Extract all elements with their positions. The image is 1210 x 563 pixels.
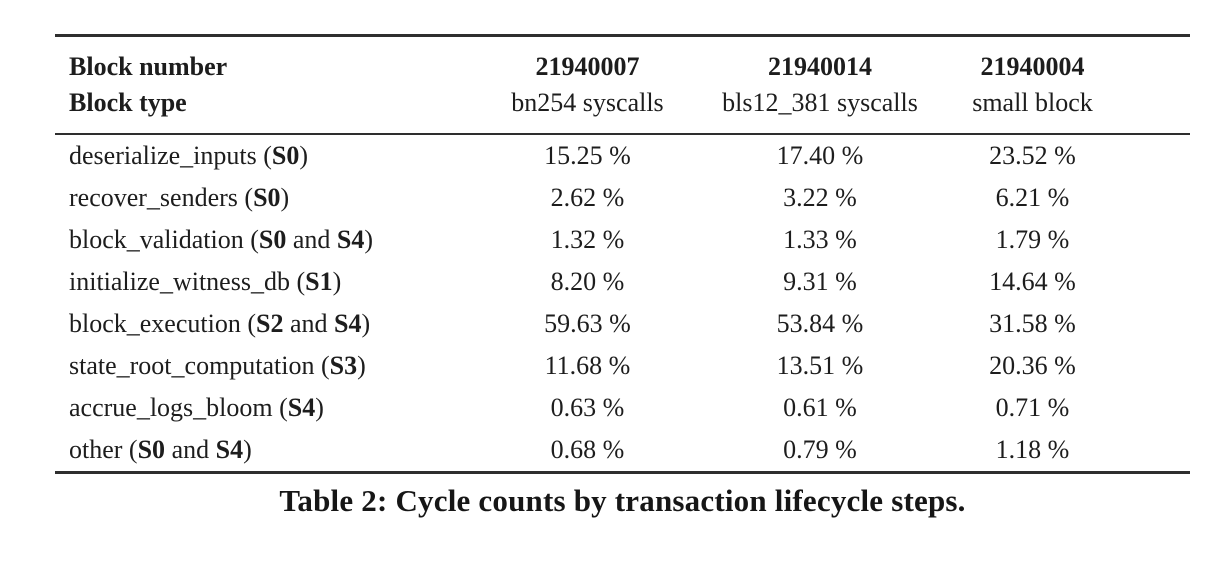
header-col-2: 21940014 bls12_381 syscalls xyxy=(695,36,945,135)
block-number-1: 21940007 xyxy=(535,52,640,81)
table-row: state_root_computation (S3) 11.68 % 13.51 … xyxy=(55,345,1190,387)
table-body: deserialize_inputs (S0) 15.25 % 17.40 % 23.… xyxy=(55,134,1190,473)
cycle-counts-table: Block number Block type 21940007 bn254 s… xyxy=(55,34,1190,474)
cell-percentage: 14.64 % xyxy=(989,267,1076,296)
header-block-type-label: Block type xyxy=(69,88,187,117)
block-number-2: 21940014 xyxy=(768,52,872,81)
cell-percentage: 1.32 % xyxy=(550,225,625,254)
block-type-1: bn254 syscalls xyxy=(511,88,664,117)
table-header: Block number Block type 21940007 bn254 s… xyxy=(55,36,1190,135)
table-caption: Table 2: Cycle counts by transaction lif… xyxy=(279,483,966,518)
cell-percentage: 0.61 % xyxy=(783,393,857,422)
cell-percentage: 0.68 % xyxy=(550,435,625,464)
row-step-label: accrue_logs_bloom (S4) xyxy=(69,393,324,422)
row-step-label: recover_senders (S0) xyxy=(69,183,290,212)
cell-percentage: 17.40 % xyxy=(776,141,864,170)
header-row-labels: Block number Block type xyxy=(55,36,480,135)
row-step-label: block_execution (S2 and S4) xyxy=(69,309,371,338)
table-row: initialize_witness_db (S1) 8.20 % 9.31 % 14… xyxy=(55,261,1190,303)
cell-percentage: 59.63 % xyxy=(544,309,631,338)
table-row: block_execution (S2 and S4) 59.63 % 53.84 … xyxy=(55,303,1190,345)
block-type-2: bls12_381 syscalls xyxy=(722,88,918,117)
cell-percentage: 2.62 % xyxy=(550,183,625,212)
cell-percentage: 1.33 % xyxy=(783,225,857,254)
cell-percentage: 3.22 % xyxy=(783,183,857,212)
table-row: accrue_logs_bloom (S4) 0.63 % 0.61 % 0.71 % xyxy=(55,387,1190,429)
cell-percentage: 23.52 % xyxy=(989,141,1076,170)
cell-percentage: 0.79 % xyxy=(783,435,857,464)
table-row: block_validation (S0 and S4) 1.32 % 1.33 %… xyxy=(55,219,1190,261)
header-col-1: 21940007 bn254 syscalls xyxy=(480,36,695,135)
cell-percentage: 31.58 % xyxy=(989,309,1076,338)
document-page: Block number Block type 21940007 bn254 s… xyxy=(0,34,1210,563)
header-col-3: 21940004 small block xyxy=(945,36,1190,135)
table-row: other (S0 and S4) 0.68 % 0.79 % 1.18 % xyxy=(55,429,1190,473)
cell-percentage: 15.25 % xyxy=(544,141,631,170)
row-step-label: other (S0 and S4) xyxy=(69,435,252,464)
cell-percentage: 1.79 % xyxy=(995,225,1070,254)
cell-percentage: 6.21 % xyxy=(995,183,1070,212)
row-step-label: block_validation (S0 and S4) xyxy=(69,225,374,254)
table-row: recover_senders (S0) 2.62 % 3.22 % 6.21 % xyxy=(55,177,1190,219)
cell-percentage: 0.63 % xyxy=(550,393,625,422)
row-step-label: state_root_computation (S3) xyxy=(69,351,366,380)
cell-percentage: 13.51 % xyxy=(776,351,864,380)
cell-percentage: 53.84 % xyxy=(776,309,864,338)
cell-percentage: 20.36 % xyxy=(989,351,1076,380)
table-row: deserialize_inputs (S0) 15.25 % 17.40 % 23.… xyxy=(55,134,1190,177)
block-type-3: small block xyxy=(972,88,1093,117)
cell-percentage: 8.20 % xyxy=(550,267,625,296)
table-2-container: Block number Block type 21940007 bn254 s… xyxy=(55,34,1190,519)
cell-percentage: 0.71 % xyxy=(995,393,1070,422)
header-row: Block number Block type 21940007 bn254 s… xyxy=(55,36,1190,135)
header-block-number-label: Block number xyxy=(69,52,228,81)
cell-percentage: 11.68 % xyxy=(544,351,631,380)
cell-percentage: 1.18 % xyxy=(995,435,1070,464)
row-step-label: initialize_witness_db (S1) xyxy=(69,267,342,296)
cell-percentage: 9.31 % xyxy=(783,267,857,296)
row-step-label: deserialize_inputs (S0) xyxy=(69,141,309,170)
block-number-3: 21940004 xyxy=(980,52,1085,81)
